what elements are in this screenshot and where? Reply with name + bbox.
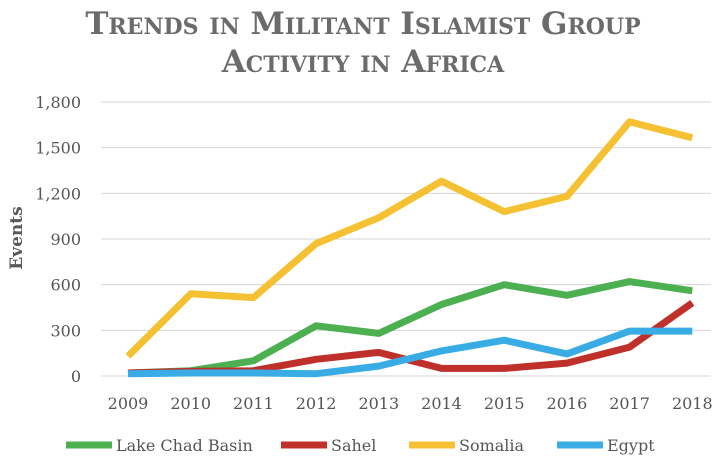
legend-item: Sahel [281, 436, 376, 455]
y-tick-label: 1,200 [35, 184, 81, 203]
y-tick-label: 1,500 [35, 139, 81, 158]
legend-label: Lake Chad Basin [116, 436, 253, 455]
legend-item: Somalia [409, 436, 525, 455]
y-tick-label: 1,800 [35, 93, 81, 112]
x-axis-ticks: 2009 2010 2011 2012 2013 2014 2015 2016 2017 2018 [108, 394, 713, 413]
y-tick-label: 600 [50, 276, 81, 295]
x-tick-label: 2017 [609, 394, 650, 413]
y-tick-label: 0 [71, 367, 81, 386]
legend-label: Egypt [607, 436, 655, 455]
y-tick-label: 900 [50, 230, 81, 249]
legend-item: Egypt [557, 436, 655, 455]
y-tick-label: 300 [50, 321, 81, 340]
x-tick-label: 2014 [421, 394, 462, 413]
x-tick-label: 2011 [233, 394, 274, 413]
chart-title-line-1: Trends in Militant Islamist Group [85, 6, 641, 42]
series-line-egypt [127, 327, 693, 378]
x-tick-label: 2016 [547, 394, 588, 413]
x-tick-label: 2013 [358, 394, 399, 413]
x-tick-label: 2012 [296, 394, 337, 413]
x-tick-label: 2010 [170, 394, 211, 413]
series-lines [125, 118, 695, 378]
chart-title-line-2: Activity in Africa [221, 44, 505, 80]
legend-label: Sahel [331, 436, 376, 455]
x-tick-label: 2009 [108, 394, 149, 413]
x-tick-label: 2015 [484, 394, 525, 413]
legend-item: Lake Chad Basin [66, 436, 253, 455]
x-tick-label: 2018 [672, 394, 713, 413]
y-axis-label: Events [7, 206, 27, 269]
series-line-lake-chad-basin [127, 278, 693, 377]
series-line-somalia [125, 118, 694, 359]
legend: Lake Chad Basin Sahel Somalia Egypt [66, 436, 655, 455]
y-axis-ticks: 0 300 600 900 1,200 1,500 1,800 [35, 93, 81, 386]
legend-label: Somalia [459, 436, 525, 455]
